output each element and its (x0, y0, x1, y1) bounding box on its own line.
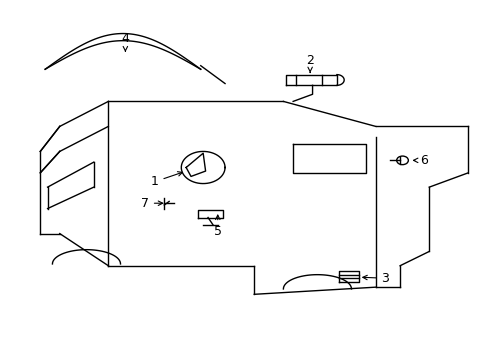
Text: 2: 2 (305, 54, 313, 72)
Text: 6: 6 (413, 154, 427, 167)
Text: 4: 4 (121, 32, 129, 51)
Text: 1: 1 (150, 172, 182, 188)
Text: 3: 3 (362, 272, 388, 285)
Text: 7: 7 (141, 197, 163, 210)
Text: 5: 5 (213, 215, 221, 238)
